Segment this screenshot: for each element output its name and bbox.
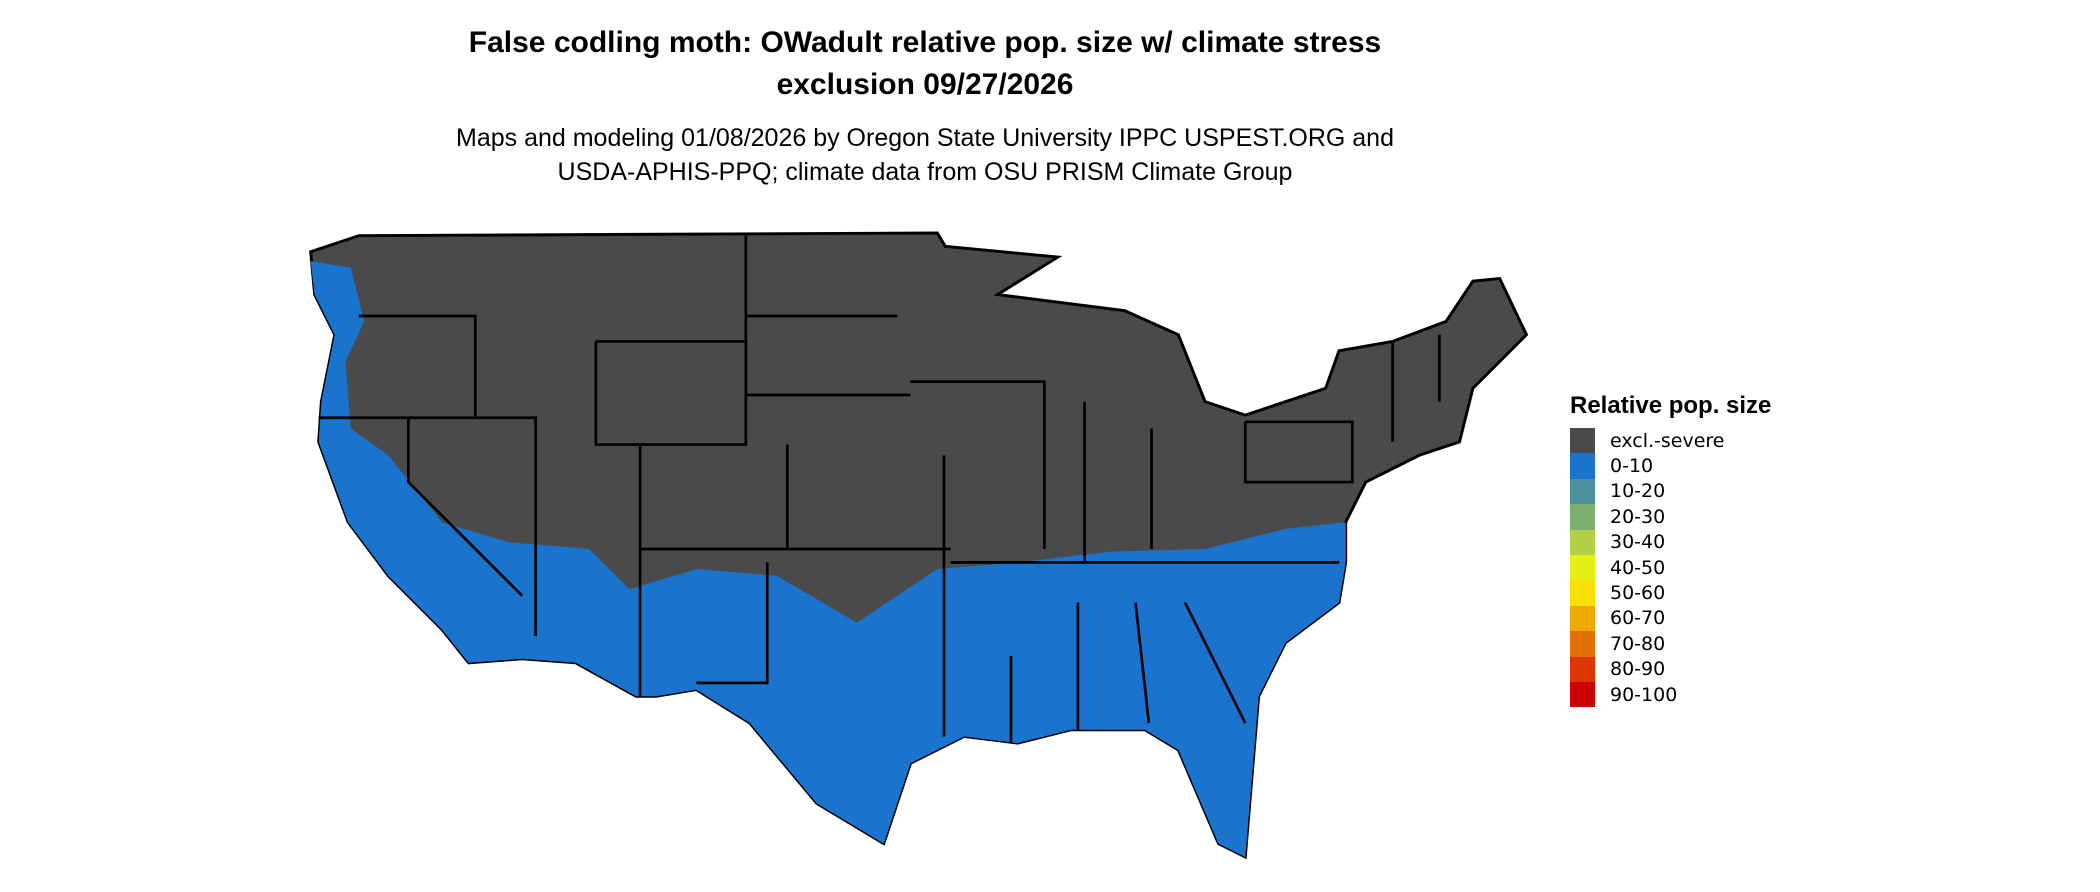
legend-label: 60-70 [1610, 607, 1666, 630]
legend-item: excl.-severe [1570, 428, 1771, 454]
legend-item: 30-40 [1570, 529, 1771, 555]
legend-label: excl.-severe [1610, 429, 1725, 452]
legend-swatch [1570, 605, 1595, 632]
map-subtitle-line1: Maps and modeling 01/08/2026 by Oregon S… [456, 124, 1394, 152]
legend-label: 30-40 [1610, 531, 1666, 554]
map-subtitle-line2: USDA-APHIS-PPQ; climate data from OSU PR… [557, 158, 1293, 186]
legend-swatch [1570, 504, 1595, 530]
legend-swatch [1570, 554, 1595, 581]
legend-label: 0-10 [1610, 455, 1654, 478]
map-title-line1: False codling moth: OWadult relative pop… [468, 26, 1382, 59]
legend: Relative pop. size excl.-severe 0-10 10-20… [1570, 392, 1772, 708]
legend-title: Relative pop. size [1570, 392, 1772, 419]
legend-label: 20-30 [1610, 505, 1666, 528]
legend-item: 90-100 [1570, 681, 1771, 708]
legend-label: 10-20 [1610, 480, 1666, 503]
legend-swatch [1570, 580, 1595, 606]
legend-item: 50-60 [1570, 580, 1771, 606]
legend-item: 70-80 [1570, 631, 1771, 657]
legend-label: 50-60 [1610, 582, 1666, 605]
legend-swatch [1570, 529, 1595, 555]
legend-label: 70-80 [1610, 632, 1666, 655]
legend-swatch [1570, 478, 1595, 505]
legend-item: 40-50 [1570, 554, 1771, 581]
state-borders [318, 235, 1441, 744]
legend-label: 40-50 [1610, 556, 1666, 579]
map-title-line2: exclusion 09/27/2026 [776, 68, 1074, 101]
legend-swatch [1570, 631, 1595, 657]
legend-swatch [1570, 681, 1595, 708]
legend-label: 80-90 [1610, 658, 1666, 681]
legend-item: 10-20 [1570, 478, 1771, 505]
legend-item: 80-90 [1570, 656, 1771, 682]
low-pop-region [310, 261, 1346, 857]
legend-label: 90-100 [1610, 683, 1678, 706]
legend-item: 60-70 [1570, 605, 1771, 632]
legend-swatch [1570, 656, 1595, 682]
legend-swatch [1570, 453, 1595, 479]
legend-item: 0-10 [1570, 453, 1771, 479]
legend-item: 20-30 [1570, 504, 1771, 530]
legend-items: excl.-severe 0-10 10-20 20-30 30-40 40-50 50-6… [1570, 428, 1771, 708]
legend-swatch [1570, 428, 1595, 454]
